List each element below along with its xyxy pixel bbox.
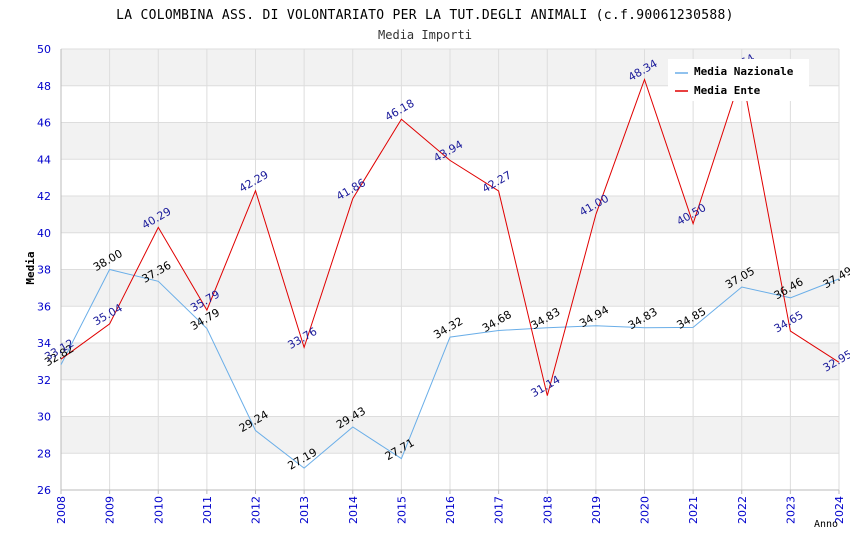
x-tick-label: 2016 <box>444 496 457 524</box>
chart-subtitle: Media Importi <box>378 28 472 42</box>
x-axis-label: Anno <box>814 519 838 530</box>
x-tick-label: 2019 <box>590 496 603 524</box>
y-tick-label: 48 <box>37 80 51 93</box>
x-tick-label: 2008 <box>55 496 68 524</box>
y-tick-label: 40 <box>37 227 51 240</box>
x-tick-label: 2023 <box>784 496 797 524</box>
y-tick-label: 46 <box>37 117 51 130</box>
chart-title: LA COLOMBINA ASS. DI VOLONTARIATO PER LA… <box>116 8 734 23</box>
legend-box <box>668 59 809 101</box>
series-line-media-ente <box>60 73 840 396</box>
series-line-media-nazionale <box>60 268 840 469</box>
legend-label-media-nazionale: Media Nazionale <box>694 65 794 78</box>
y-tick-label: 42 <box>37 190 51 203</box>
x-tick-label: 2015 <box>395 496 408 524</box>
x-tick-label: 2013 <box>298 496 311 524</box>
x-tick-label: 2014 <box>347 496 360 524</box>
y-axis-label: Media <box>24 251 37 284</box>
y-tick-label: 44 <box>37 153 51 166</box>
x-tick-label: 2012 <box>250 496 263 524</box>
y-tick-label: 30 <box>37 411 51 424</box>
y-tick-label: 50 <box>37 43 51 56</box>
x-tick-label: 2024 <box>833 496 846 524</box>
x-tick-label: 2010 <box>152 496 165 524</box>
x-tick-label: 2009 <box>104 496 117 524</box>
x-tick-label: 2021 <box>687 496 700 524</box>
y-tick-label: 36 <box>37 300 51 313</box>
x-tick-label: 2017 <box>493 496 506 524</box>
y-tick-label: 38 <box>37 264 51 277</box>
y-tick-label: 26 <box>37 484 51 497</box>
y-tick-label: 34 <box>37 337 51 350</box>
x-tick-label: 2020 <box>639 496 652 524</box>
legend-label-media-ente: Media Ente <box>694 84 761 97</box>
x-tick-label: 2011 <box>201 496 214 524</box>
legend: Media Nazionale Media Ente <box>668 59 809 101</box>
x-tick-label: 2022 <box>736 496 749 524</box>
y-tick-label: 32 <box>37 374 51 387</box>
x-tick-label: 2018 <box>541 496 554 524</box>
y-tick-label: 28 <box>37 447 51 460</box>
